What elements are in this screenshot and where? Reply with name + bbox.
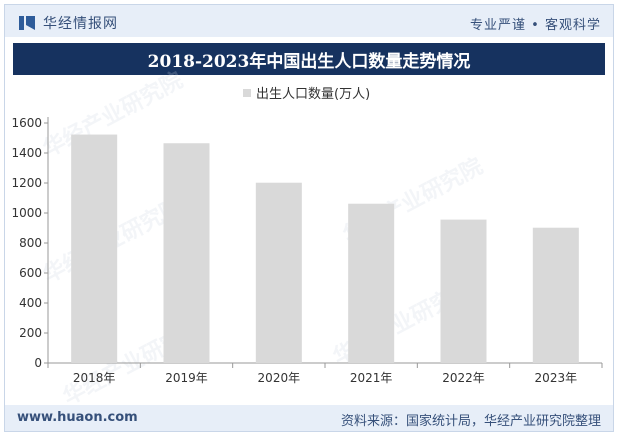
x-tick-label: 2019年 [165,371,208,385]
bar [163,143,210,363]
logo-icon [19,16,35,30]
title-bar: 2018-2023年中国出生人口数量走势情况 [13,43,605,75]
slogan-separator: • [531,18,540,33]
y-tick-label: 1400 [11,146,42,160]
y-tick-label: 1200 [11,176,42,190]
y-tick-label: 1000 [11,206,42,220]
x-tick-label: 2018年 [73,371,116,385]
brand-logo: 华经情报网 [19,13,118,33]
legend-swatch [243,88,251,97]
chart-plot: 0 200 400 600 800 1000 1200 1400 1600 2018年 2019年 2… [11,116,603,385]
logo-text: 华经情报网 [43,16,118,32]
bar [532,227,579,363]
y-tick-label: 0 [34,356,42,370]
bar [255,182,302,363]
chart-title: 2018-2023年中国出生人口数量走势情况 [147,51,471,72]
y-tick-label: 1600 [11,116,42,130]
footer-source: 资料来源：国家统计局，华经产业研究院整理 [340,414,601,429]
slogan: 专业严谨 • 客观科学 [470,14,601,33]
x-tick-label: 2020年 [258,371,301,385]
x-tick-label: 2023年 [535,371,578,385]
x-tick-label: 2021年 [350,371,393,385]
bar [440,219,487,363]
slogan-left: 专业严谨 [470,18,527,33]
legend-label: 出生人口数量(万人) [256,87,371,102]
legend: 出生人口数量(万人) [243,83,370,102]
bar [348,203,395,363]
y-tick-label: 200 [19,326,42,340]
chart-frame: 华经情报网 专业严谨 • 客观科学 2018-2023年中国出生人口数量走势情况… [4,4,614,432]
bar [71,134,118,363]
y-tick-label: 800 [19,236,42,250]
header-bar: 华经情报网 专业严谨 • 客观科学 [5,5,613,37]
y-tick-label: 600 [19,266,42,280]
footer-bar: www.huaon.com 资料来源：国家统计局，华经产业研究院整理 [5,405,613,431]
x-tick-label: 2022年 [442,371,485,385]
footer-website[interactable]: www.huaon.com [17,410,138,425]
y-tick-label: 400 [19,296,42,310]
slogan-right: 客观科学 [544,18,601,33]
